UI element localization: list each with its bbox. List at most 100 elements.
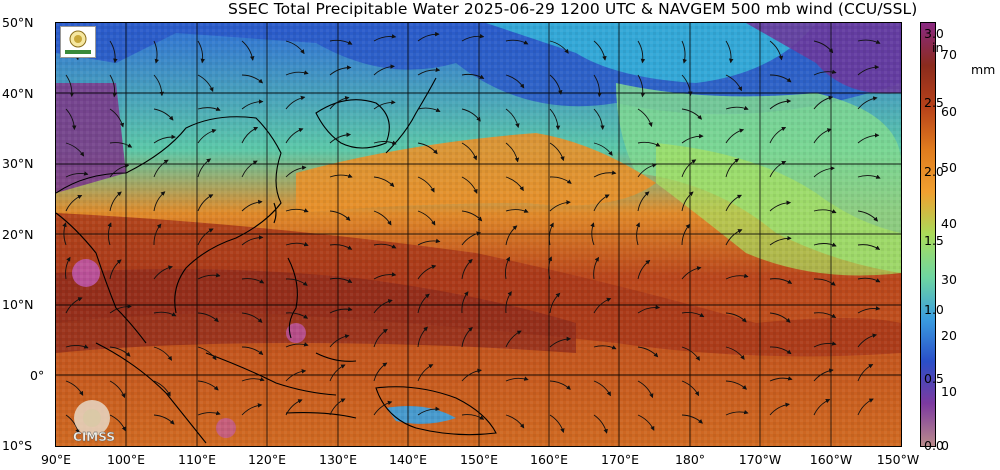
wind-streamline — [769, 40, 784, 61]
wind-streamline — [153, 311, 177, 317]
wind-streamline — [593, 108, 605, 130]
wind-streamline — [197, 128, 217, 144]
wind-streamline — [153, 223, 162, 246]
colorbar-mm-tick-30: 30 — [941, 272, 957, 287]
wind-streamline — [813, 209, 837, 214]
wind-streamline — [197, 74, 214, 92]
wind-streamline — [857, 244, 881, 250]
wind-streamline — [417, 107, 441, 112]
lat-label-30n: 30°N — [2, 156, 34, 171]
tpw-field — [56, 23, 901, 446]
wind-streamline — [241, 403, 263, 416]
wind-streamline — [857, 364, 874, 382]
wind-streamline — [417, 31, 440, 42]
wind-streamline — [197, 380, 219, 391]
wind-streamline — [329, 39, 353, 45]
wind-streamline — [593, 194, 610, 212]
wind-streamline — [241, 235, 264, 246]
wind-streamline — [593, 40, 607, 61]
lon-label-160e: 160°E — [529, 452, 569, 467]
lat-label-10s: 10°S — [2, 438, 33, 453]
colorbar-in-tick-0-5: 0.5 — [924, 371, 944, 386]
wind-streamline — [109, 380, 126, 399]
wind-streamline — [593, 345, 617, 350]
wind-streamline — [505, 108, 520, 129]
wind-streamline — [417, 406, 440, 416]
wind-streamline — [241, 160, 258, 178]
wind-streamline — [593, 256, 599, 280]
lon-label-140e: 140°E — [388, 452, 428, 467]
wind-streamline — [813, 128, 832, 144]
tpw-map — [55, 22, 902, 447]
wind-streamline — [109, 142, 133, 148]
wind-streamline — [593, 414, 608, 434]
ssec-logo — [60, 26, 96, 58]
wind-streamline — [241, 99, 264, 110]
wind-streamline — [107, 222, 112, 246]
wind-streamline — [461, 210, 483, 222]
wind-streamline — [329, 210, 351, 221]
wind-streamline — [769, 235, 792, 246]
wind-streamline — [505, 74, 525, 89]
wind-streamline — [197, 194, 214, 212]
wind-streamline — [417, 210, 436, 226]
wind-streamline — [549, 200, 571, 212]
wind-streamline — [857, 398, 874, 416]
wind-streamline — [549, 380, 571, 390]
wind-streamline — [241, 278, 265, 284]
wind-streamline — [593, 380, 611, 397]
colorbar-mm-tick-10: 10 — [941, 384, 957, 399]
wind-streamline — [153, 159, 169, 178]
wind-streamline — [417, 142, 438, 155]
wind-streamline — [637, 346, 659, 358]
wind-streamline — [549, 336, 572, 348]
wind-streamline — [241, 377, 265, 382]
wind-streamline — [637, 191, 650, 212]
wind-streamline — [109, 163, 130, 178]
wind-streamline — [109, 346, 131, 357]
wind-streamline — [153, 380, 171, 397]
wind-streamline — [373, 176, 395, 188]
wind-streamline — [65, 256, 71, 280]
wind-streamline — [681, 159, 697, 178]
wind-streamline — [769, 161, 787, 178]
wind-streamline — [547, 256, 552, 280]
colorbar-in-tick-3-0: 3.0 — [924, 26, 944, 41]
wind-streamline — [241, 126, 259, 144]
colorbar-mm-tick-20: 20 — [941, 328, 957, 343]
lon-label-170w: 170°W — [738, 452, 782, 467]
wind-streamline — [285, 165, 307, 178]
wind-streamline — [417, 364, 434, 382]
wind-streamline — [681, 414, 703, 424]
wind-streamline — [285, 278, 308, 286]
wind-streamline — [769, 98, 792, 110]
coastlines — [56, 77, 497, 444]
wind-streamline — [725, 312, 747, 323]
wind-streamline — [417, 293, 430, 314]
wind-streamline — [590, 222, 595, 246]
wind-streamline — [725, 380, 747, 390]
wind-streamline — [461, 258, 473, 280]
wind-streamline — [549, 414, 565, 434]
wind-streamline — [549, 74, 563, 95]
wind-streamline — [153, 265, 173, 280]
wind-streamline — [197, 346, 217, 361]
lon-label-160w: 160°W — [809, 452, 853, 467]
wind-streamline — [681, 311, 705, 318]
wind-streamline — [725, 105, 749, 111]
wind-streamline — [725, 346, 745, 360]
wind-streamline — [681, 266, 702, 280]
wind-streamline — [725, 158, 740, 178]
wind-streamline — [681, 40, 688, 64]
wind-streamline — [109, 108, 125, 128]
wind-streamline — [329, 244, 353, 250]
wind-streamline — [197, 410, 221, 416]
wind-streamline — [857, 39, 881, 44]
wind-streamline — [549, 108, 561, 131]
wind-streamline — [109, 40, 118, 64]
wind-streamline — [285, 95, 306, 110]
wind-streamline — [505, 291, 512, 314]
wind-streamline — [329, 173, 353, 178]
wind-streamline — [461, 414, 485, 420]
colorbar-in-unit: in — [932, 40, 944, 55]
